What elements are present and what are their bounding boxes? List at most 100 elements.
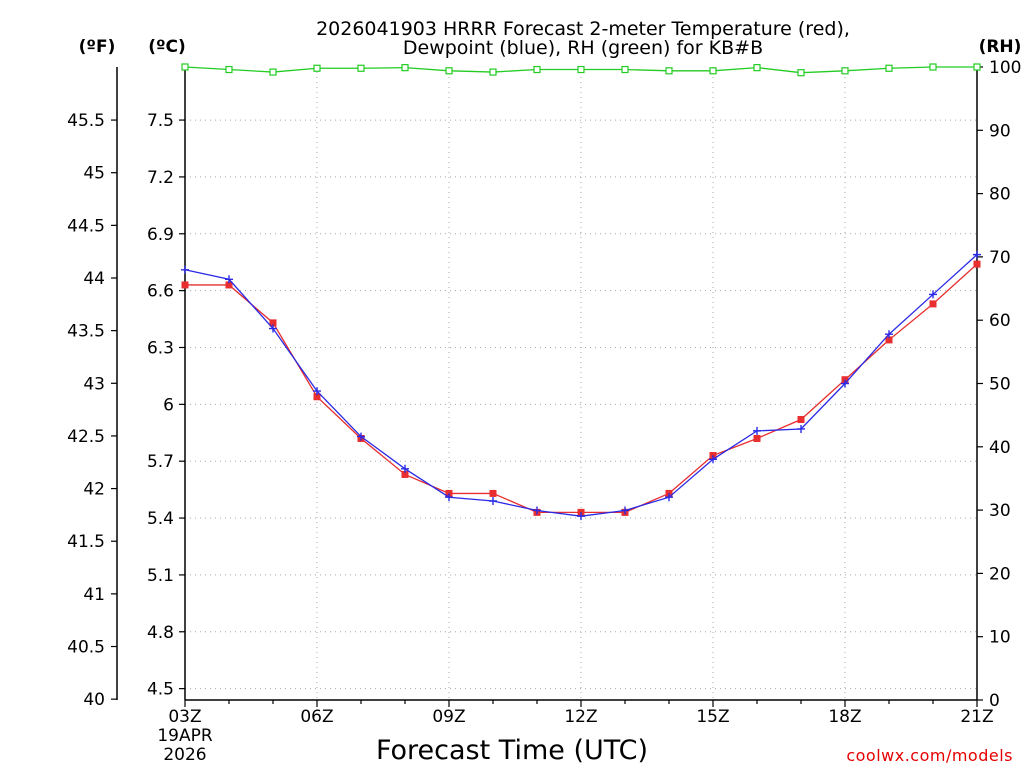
rh-point (313, 64, 321, 72)
tick-labels: 4.5 4.8 5.1 5.4 5.7 6 6.3 6.6 6.9 7.2 7.5 40 40.5 41 4… (67, 58, 1021, 727)
temperature-point (797, 416, 805, 424)
rh-tick-label: 60 (989, 311, 1011, 331)
rh-point (533, 65, 541, 74)
dewpoint-point (533, 506, 541, 515)
x-tick-label: 03Z (168, 707, 201, 727)
temperature-point (225, 281, 233, 289)
dewpoint-point (445, 493, 453, 502)
rh-point (181, 63, 189, 71)
fahrenheit-tick-label: 45 (83, 164, 105, 184)
grid-lines (185, 67, 977, 700)
celsius-tick-label: 5.4 (147, 509, 174, 529)
celsius-tick-label: 7.5 (147, 111, 174, 131)
rh-point (489, 68, 497, 76)
dewpoint-point (753, 426, 761, 435)
fahrenheit-tick-label: 40.5 (67, 638, 105, 658)
x-tick-label: 12Z (564, 707, 597, 727)
rh-point (841, 67, 849, 75)
celsius-tick-label: 6 (163, 395, 174, 415)
dewpoint-point (665, 493, 673, 502)
credit-text: coolwx.com/models (846, 746, 1013, 765)
x-tick-label: 06Z (300, 707, 333, 727)
chart-subtitle: Dewpoint (blue), RH (green) for KB#B (403, 37, 763, 59)
rh-tick-label: 40 (989, 438, 1011, 458)
x-tick-label: 15Z (696, 707, 729, 727)
dewpoint-point (841, 379, 849, 388)
fahrenheit-tick-label: 41 (83, 585, 105, 605)
celsius-tick-label: 5.1 (147, 566, 174, 586)
fahrenheit-tick-label: 42.5 (67, 427, 105, 447)
dewpoint-point (401, 464, 409, 473)
rh-point (753, 64, 761, 72)
rh-tick-label: 30 (989, 501, 1011, 521)
dewpoint-point (489, 497, 497, 506)
temperature-point (753, 434, 761, 442)
dewpoint-point (885, 330, 893, 339)
axes (111, 66, 983, 707)
fahrenheit-tick-label: 45.5 (67, 111, 105, 131)
x-tick-label: 18Z (828, 707, 861, 727)
date-label-day: 19APR (157, 726, 213, 746)
dewpoint-point (973, 250, 981, 259)
rh-point (665, 67, 673, 75)
rh-tick-label: 100 (989, 58, 1021, 78)
rh-tick-label: 10 (989, 628, 1011, 648)
dewpoint-point (357, 432, 365, 441)
rh-point (885, 64, 893, 72)
temperature-point (885, 336, 893, 344)
dewpoint-point (225, 275, 233, 284)
temperature-point (973, 260, 981, 268)
series-layer (181, 63, 981, 521)
rh-tick-label: 90 (989, 121, 1011, 141)
temperature-point (929, 300, 937, 308)
rh-tick-label: 70 (989, 248, 1011, 268)
fahrenheit-tick-label: 44 (83, 269, 105, 289)
date-label-year: 2026 (163, 745, 206, 765)
rh-tick-label: 80 (989, 185, 1011, 205)
rh-point (401, 64, 409, 72)
celsius-unit-label: (ºC) (148, 37, 186, 57)
dewpoint-point (313, 387, 321, 396)
x-tick-label: 21Z (960, 707, 993, 727)
rh-point (445, 67, 453, 75)
celsius-tick-label: 4.5 (147, 680, 174, 700)
temperature-point (401, 470, 409, 478)
rh-tick-label: 50 (989, 375, 1011, 395)
dewpoint-point (269, 324, 277, 333)
celsius-tick-label: 7.2 (147, 168, 174, 188)
celsius-tick-label: 5.7 (147, 452, 174, 472)
dewpoint-point (577, 512, 585, 521)
temperature-point (181, 281, 189, 289)
chart-title: 2026041903 HRRR Forecast 2-meter Tempera… (316, 18, 850, 40)
dewpoint-point (797, 424, 805, 433)
rh-tick-label: 0 (989, 691, 1000, 711)
celsius-tick-label: 4.8 (147, 623, 174, 643)
fahrenheit-tick-label: 41.5 (67, 532, 105, 552)
temperature-point (269, 319, 277, 327)
dewpoint-point (181, 265, 189, 274)
fahrenheit-tick-label: 40 (83, 690, 105, 710)
rh-point (357, 64, 365, 72)
fahrenheit-tick-label: 43.5 (67, 322, 105, 342)
celsius-tick-label: 6.6 (147, 282, 174, 302)
rh-tick-label: 20 (989, 564, 1011, 584)
fahrenheit-tick-label: 42 (83, 480, 105, 500)
rh-point (225, 65, 233, 74)
celsius-tick-label: 6.9 (147, 225, 174, 245)
dewpoint-point (709, 455, 717, 464)
dewpoint-point (929, 290, 937, 299)
fahrenheit-unit-label: (ºF) (79, 37, 116, 57)
rh-point (269, 68, 277, 76)
celsius-tick-label: 6.3 (147, 338, 174, 358)
dewpoint-point (621, 506, 629, 515)
rh-point (621, 65, 629, 74)
fahrenheit-tick-label: 43 (83, 374, 105, 394)
rh-point (577, 65, 585, 74)
temperature-point (313, 393, 321, 401)
temperature-point (489, 489, 497, 497)
rh-unit-label: (RH) (979, 37, 1022, 57)
rh-point (973, 63, 981, 71)
x-axis-title: Forecast Time (UTC) (376, 735, 648, 766)
fahrenheit-tick-label: 44.5 (67, 216, 105, 236)
